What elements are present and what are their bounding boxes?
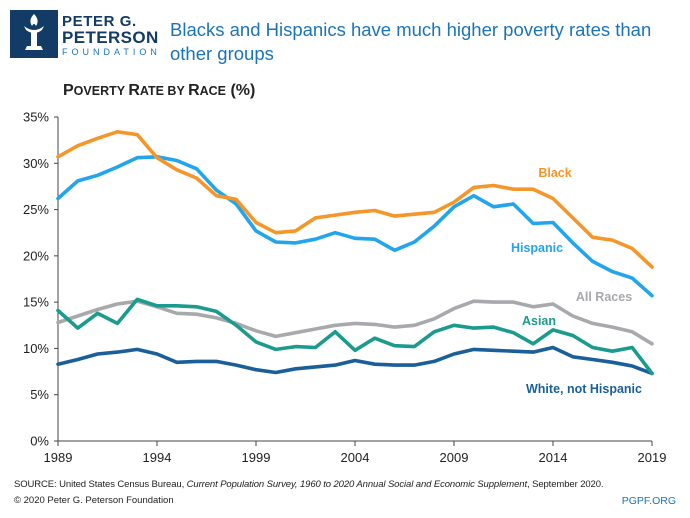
headline: Blacks and Hispanics have much higher po… xyxy=(170,19,652,64)
y-tick-label-30: 30% xyxy=(23,156,49,171)
y-tick-label-35: 35% xyxy=(23,110,49,125)
source-note: SOURCE: United States Census Bureau, Cur… xyxy=(14,479,604,490)
series-line-black xyxy=(56,130,654,269)
x-tick-label-1999: 1999 xyxy=(242,450,271,465)
x-tick-label-2004: 2004 xyxy=(341,450,370,465)
pgpf-logo: PETER G. PETERSON FOUNDATION xyxy=(10,8,160,68)
series-label-white: White, not Hispanic xyxy=(526,382,642,396)
x-tick-label-2014: 2014 xyxy=(539,450,568,465)
logo-text-peterson: PETERSON xyxy=(62,28,159,47)
x-tick-label-2019: 2019 xyxy=(638,450,667,465)
series-label-asian: Asian xyxy=(522,314,556,328)
site-link[interactable]: PGPF.ORG xyxy=(621,495,676,507)
series-label-all: All Races xyxy=(576,290,632,304)
x-tick-label-2009: 2009 xyxy=(440,450,469,465)
x-tick-label-1994: 1994 xyxy=(143,450,172,465)
torch-icon xyxy=(10,10,58,58)
y-tick-label-5: 5% xyxy=(30,387,49,402)
chart-title: POVERTY RATE BY RACE (%) xyxy=(63,82,256,99)
logo-text-peter: PETER G. xyxy=(62,13,137,30)
series-label-hispanic: Hispanic xyxy=(511,241,563,255)
y-tick-label-20: 20% xyxy=(23,248,49,263)
y-tick-label-15: 15% xyxy=(23,295,49,310)
series-label-black: Black xyxy=(538,166,571,180)
y-tick-label-25: 25% xyxy=(23,202,49,217)
x-tick-label-1989: 1989 xyxy=(44,450,73,465)
y-tick-label-10: 10% xyxy=(23,341,49,356)
series-line-white xyxy=(56,345,654,376)
series-line-asian xyxy=(56,297,654,376)
series-line-all xyxy=(56,299,654,346)
copyright: © 2020 Peter G. Peterson Foundation xyxy=(14,495,174,506)
y-tick-label-0: 0% xyxy=(30,434,49,449)
logo-text-foundation: FOUNDATION xyxy=(62,47,161,57)
